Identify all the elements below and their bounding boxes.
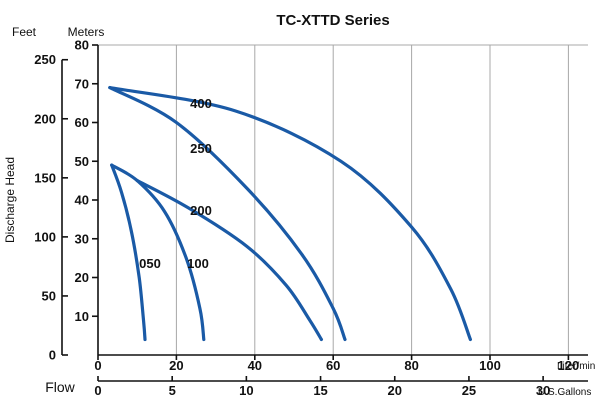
y-tick-label-feet: 250 <box>34 52 56 67</box>
x-tick-label-liters: 100 <box>479 358 501 373</box>
series-curve-400 <box>108 86 472 342</box>
y-tick-label-feet: 100 <box>34 229 56 244</box>
x-tick-label-gallons: 20 <box>388 383 402 398</box>
y-tick-label-feet: 50 <box>42 288 56 303</box>
x-tick-label-gallons: 15 <box>313 383 327 398</box>
y-tick-label-meters: 80 <box>75 38 89 53</box>
y-tick-label-meters: 20 <box>75 270 89 285</box>
x-tick-label-liters: 60 <box>326 358 340 373</box>
series-curve-100 <box>110 163 206 342</box>
series-curve-050 <box>110 163 147 342</box>
chart-title: TC-XTTD Series <box>276 12 389 29</box>
y-unit-feet: Feet <box>12 25 37 39</box>
y-tick-label-feet: 200 <box>34 111 56 126</box>
x-tick-label-liters: 40 <box>248 358 262 373</box>
y-tick-label-meters: 70 <box>75 76 89 91</box>
y-tick-label-feet: 150 <box>34 170 56 185</box>
y-tick-label-meters: 30 <box>75 231 89 246</box>
x-tick-label-liters: 0 <box>94 358 101 373</box>
y-tick-label-meters: 50 <box>75 154 89 169</box>
x-tick-label-gallons: 0 <box>94 383 101 398</box>
series-label-200: 200 <box>190 203 212 218</box>
x-unit-gallons: U.S.Gallons <box>538 387 591 398</box>
series-label-400: 400 <box>190 96 212 111</box>
x-tick-label-gallons: 25 <box>462 383 476 398</box>
series-label-250: 250 <box>190 141 212 156</box>
x-tick-label-gallons: 30 <box>536 383 550 398</box>
x-tick-label-gallons: 5 <box>169 383 176 398</box>
y-unit-meters: Meters <box>68 25 105 39</box>
series-label-050: 050 <box>139 256 161 271</box>
x-tick-label-liters: 80 <box>404 358 418 373</box>
flow-label: Flow <box>45 379 75 395</box>
x-tick-label-gallons: 10 <box>239 383 253 398</box>
y-tick-label-meters: 40 <box>75 193 89 208</box>
x-unit-liters: Liter/min <box>557 361 595 372</box>
series-curve-200 <box>135 179 323 342</box>
y-tick-label-meters: 60 <box>75 115 89 130</box>
y-tick-label-feet: 0 <box>49 348 56 363</box>
series-curve-250 <box>108 86 347 342</box>
x-tick-label-liters: 20 <box>169 358 183 373</box>
y-axis-label: Discharge Head <box>3 157 17 243</box>
axes <box>61 44 588 382</box>
y-tick-label-meters: 10 <box>75 309 89 324</box>
series-label-100: 100 <box>187 256 209 271</box>
x-tick-label-liters: 120 <box>558 358 580 373</box>
series: 050 100 200 250 400 <box>108 86 472 342</box>
